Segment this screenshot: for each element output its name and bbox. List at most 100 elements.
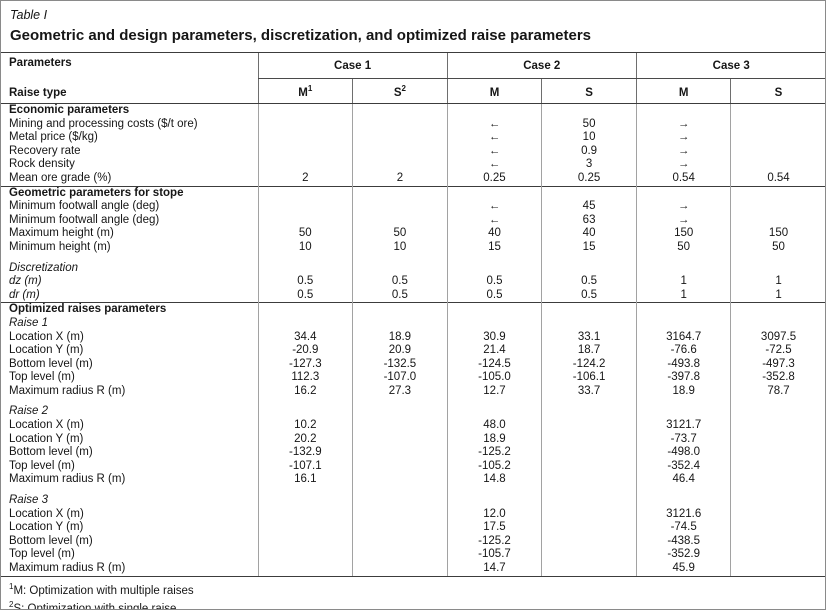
data-cell: 63 <box>541 213 637 228</box>
table-footnotes: 1M: Optimization with multiple raises 2S… <box>1 575 825 609</box>
data-cell <box>730 185 825 201</box>
data-cell: -493.8 <box>635 357 731 372</box>
data-cell <box>730 302 825 317</box>
data-cell <box>541 316 637 331</box>
data-cell: 0.5 <box>446 288 542 303</box>
data-cell <box>730 459 825 474</box>
table-row: Maximum radius R (m) 16.2 27.3 12.7 33.7 18.9… <box>1 384 825 399</box>
data-cell <box>257 521 353 535</box>
data-cell: → <box>635 144 731 159</box>
data-cell <box>541 521 637 535</box>
data-cell <box>352 200 448 214</box>
table-row: Metal price ($/kg) ← 10 → <box>1 131 825 145</box>
table-row: dz (m) 0.5 0.5 0.5 0.5 1 1 <box>1 275 825 289</box>
data-cell <box>730 131 825 145</box>
row-label: Location X (m) <box>9 330 84 343</box>
data-cell <box>352 534 448 549</box>
row-label: Geometric parameters for stope <box>1 185 258 201</box>
data-cell <box>730 200 825 214</box>
footnote-marker-2: 2 <box>401 83 406 93</box>
table-row: Location X (m) 10.2 48.0 3121.7 <box>1 419 825 433</box>
data-cell <box>730 432 825 447</box>
row-label: Location X (m) <box>9 507 84 520</box>
table-row: Location Y (m) 20.2 18.9 -73.7 <box>1 432 825 447</box>
row-label: Recovery rate <box>9 144 81 157</box>
table-row: Top level (m) 112.3 -107.0 -105.0 -106.1 -397… <box>1 371 825 385</box>
data-cell <box>541 548 637 562</box>
data-cell <box>541 562 637 576</box>
data-cell: 10.2 <box>257 419 353 433</box>
data-cell <box>257 316 353 331</box>
data-cell <box>352 446 448 460</box>
data-cell <box>257 213 353 228</box>
data-cell <box>257 185 353 201</box>
data-cell <box>352 507 448 522</box>
table-row: Optimized raises parameters <box>1 302 825 317</box>
table-row: Location Y (m) 17.5 -74.5 <box>1 521 825 535</box>
table-row: Economic parameters <box>1 102 825 118</box>
row-label: Maximum radius R (m) <box>9 473 126 486</box>
data-cell: -74.5 <box>635 521 731 535</box>
col-case3-m: M <box>635 78 731 104</box>
data-cell <box>541 446 637 460</box>
data-cell: 40 <box>541 227 637 241</box>
data-cell: 0.5 <box>352 275 448 289</box>
data-cell: ← <box>446 144 542 159</box>
data-cell: -127.3 <box>257 357 353 372</box>
row-label: Minimum height (m) <box>9 240 111 253</box>
data-cell <box>730 521 825 535</box>
row-label: Mean ore grade (%) <box>9 171 112 184</box>
data-cell <box>541 432 637 447</box>
data-cell: 16.1 <box>257 473 353 488</box>
data-cell <box>730 534 825 549</box>
raise-type-header-row: M1 S2 M S M S <box>1 78 825 104</box>
data-cell: ← <box>446 117 542 132</box>
data-cell: -124.2 <box>541 357 637 372</box>
parameters-table: Parameters Raise type Case 1 Case 2 Case… <box>1 52 825 576</box>
data-cell: 50 <box>257 227 353 241</box>
data-cell: 112.3 <box>257 371 353 385</box>
table-body: Economic parameters Mining and processing… <box>1 102 825 576</box>
table-row: Minimum footwall angle (deg) ← 63 → <box>1 213 825 228</box>
parameters-label: Parameters <box>9 57 72 69</box>
data-cell: 10 <box>541 131 637 145</box>
row-label: Economic parameters <box>1 102 258 118</box>
data-cell <box>730 419 825 433</box>
data-cell: -498.0 <box>635 446 731 460</box>
data-cell <box>257 117 353 132</box>
data-cell <box>352 302 448 317</box>
data-cell: -132.9 <box>257 446 353 460</box>
data-cell <box>541 459 637 474</box>
data-cell: 3121.7 <box>635 419 731 433</box>
data-cell <box>257 534 353 549</box>
data-cell: 78.7 <box>730 384 825 399</box>
data-cell: 50 <box>541 117 637 132</box>
data-cell <box>730 117 825 132</box>
table-row: Maximum radius R (m) 14.7 45.9 <box>1 562 825 576</box>
data-cell: -76.6 <box>635 344 731 358</box>
row-label: Raise 3 <box>9 494 48 507</box>
data-cell <box>635 487 731 508</box>
data-cell <box>730 507 825 522</box>
data-cell <box>541 102 637 118</box>
data-cell: -72.5 <box>730 344 825 358</box>
data-cell: 0.25 <box>446 171 542 187</box>
row-label: Bottom level (m) <box>9 446 93 459</box>
data-cell: 21.4 <box>446 344 542 358</box>
data-cell <box>257 102 353 118</box>
data-cell <box>257 158 353 172</box>
data-cell: 50 <box>352 227 448 241</box>
data-cell: 50 <box>635 240 731 255</box>
data-cell <box>257 254 353 276</box>
data-cell: 0.5 <box>541 275 637 289</box>
col-case1-m: M1 <box>257 78 353 104</box>
data-cell <box>352 185 448 201</box>
data-cell <box>352 213 448 228</box>
data-cell: -397.8 <box>635 371 731 385</box>
table-row: Raise 2 <box>1 398 825 420</box>
table-row: Top level (m) -105.7 -352.9 <box>1 548 825 562</box>
data-cell: 15 <box>541 240 637 255</box>
data-cell <box>352 158 448 172</box>
data-cell <box>730 548 825 562</box>
